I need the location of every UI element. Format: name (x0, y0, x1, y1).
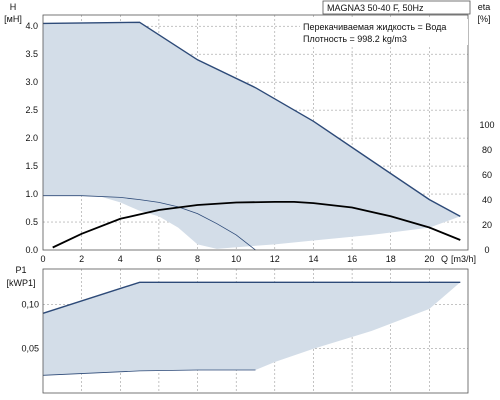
eta-tick-label: 20 (482, 220, 492, 230)
h-tick-label: 1.0 (25, 189, 38, 199)
x-axis-unit: [m3/h] (451, 254, 476, 264)
h-tick-label: 4.0 (25, 21, 38, 31)
p1-tick-label: 0,05 (21, 344, 39, 354)
min-power-curve (42, 369, 256, 376)
efficiency-curve (52, 201, 461, 249)
h-tick-label: 1.5 (25, 161, 38, 171)
x-axis-label: Q [m3/h] (441, 254, 476, 264)
h-tick-label: 2.0 (25, 133, 38, 143)
p1-tick-label: 0,10 (21, 299, 39, 309)
x-tick-label: 18 (386, 254, 396, 264)
title-box (322, 0, 471, 15)
min-head-curve (43, 195, 256, 251)
eta-tick-label: 100 (479, 120, 494, 130)
h-tick-label: 3.0 (25, 77, 38, 87)
x-tick-label: 16 (347, 254, 357, 264)
eta-axis-label: eta (478, 2, 491, 12)
h-tick-label: 2.5 (25, 105, 38, 115)
curve-lines (42, 21, 461, 376)
x-tick-label: 20 (424, 254, 434, 264)
x-axis-name: Q (441, 254, 448, 264)
eta-tick-label: 80 (482, 145, 492, 155)
annotation-fluid: Перекачиваемая жидкость = Вода (303, 22, 446, 32)
power-range-area (43, 282, 461, 376)
x-tick-label: 4 (118, 254, 123, 264)
x-tick-label: 12 (270, 254, 280, 264)
x-tick-label: 10 (231, 254, 241, 264)
top-plot-frame (42, 14, 469, 251)
p1-axis-label: P1 (15, 265, 26, 275)
annotation-bg (300, 19, 468, 45)
x-tick-label: 8 (195, 254, 200, 264)
max-head-curve (42, 21, 461, 218)
x-tick-label: 2 (79, 254, 84, 264)
operating-range-area (43, 22, 461, 249)
bottom-plot-frame (42, 268, 469, 394)
annotation-density: Плотность = 998.2 kg/m3 (303, 34, 407, 44)
p1-axis-unit: [kWP1] (6, 278, 35, 288)
chart-title: MAGNA3 50-40 F, 50Hz (327, 3, 424, 13)
x-tick-label: 6 (156, 254, 161, 264)
eta-tick-label: 0 (484, 245, 489, 255)
h-axis-unit: [мH] (4, 14, 22, 24)
max-power-curve (42, 281, 461, 314)
x-tick-label: 0 (40, 254, 45, 264)
eta-tick-label: 60 (482, 170, 492, 180)
h-tick-label: 0.5 (25, 217, 38, 227)
h-tick-label: 0.0 (25, 245, 38, 255)
x-tick-label: 14 (308, 254, 318, 264)
eta-axis-unit: [%] (477, 14, 490, 24)
h-axis-label: H (10, 2, 17, 12)
h-tick-label: 3.5 (25, 49, 38, 59)
tick-labels: 0 2 4 6 8 10 12 14 16 18 20 0.0 0.5 1.0 1.5 2.0 2.5 3.0 3.… (21, 21, 494, 354)
eta-tick-label: 40 (482, 195, 492, 205)
operating-areas (43, 22, 461, 376)
